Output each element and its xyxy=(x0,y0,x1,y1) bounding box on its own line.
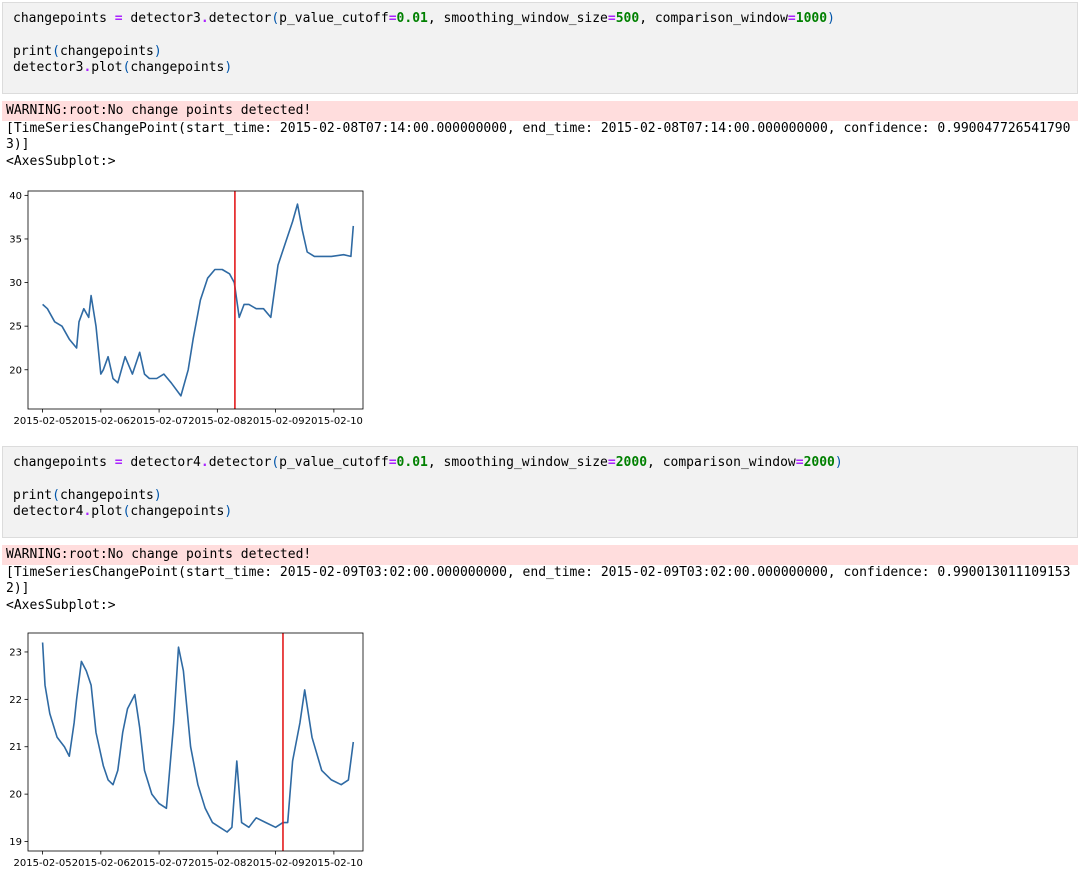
y-tick-label: 25 xyxy=(9,322,22,333)
plot-frame xyxy=(27,632,364,852)
series-line xyxy=(41,642,355,833)
code-token: changepoints xyxy=(59,487,154,503)
code-token: changepoints xyxy=(59,43,154,59)
code-token: changepoints xyxy=(13,11,107,26)
stdout-output: [TimeSeriesChangePoint(start_time: 2015-… xyxy=(6,121,1070,170)
x-tick-label: 2015-02-07 xyxy=(130,858,188,869)
code-token: . xyxy=(200,455,209,470)
code-token: changepoints xyxy=(13,455,107,470)
code-token: print xyxy=(13,487,53,503)
x-tick-label: 2015-02-07 xyxy=(130,416,188,427)
code-token: 0.01 xyxy=(396,455,428,470)
code-token: print xyxy=(13,43,53,59)
code-cell-1[interactable]: changepoints = detector3.detector(p_valu… xyxy=(2,2,1078,94)
x-tick-label: 2015-02-09 xyxy=(247,858,305,869)
x-tick-label: 2015-02-08 xyxy=(188,416,246,427)
code-token: smoothing_window_size xyxy=(443,11,608,26)
code-token: plot xyxy=(91,59,123,75)
code-token: 1000 xyxy=(795,11,828,26)
code-cell-2[interactable]: changepoints = detector4.detector(p_valu… xyxy=(2,446,1078,538)
warning-text: WARNING:root:No change points detected! xyxy=(6,103,312,118)
code-token: plot xyxy=(91,503,123,519)
output-line: <AxesSubplot:> xyxy=(6,153,116,169)
code-token: changepoints xyxy=(130,503,225,519)
plot-frame xyxy=(27,190,364,410)
code-editor[interactable]: changepoints = detector4.detector(p_valu… xyxy=(13,455,843,519)
code-token: detector3 xyxy=(13,59,84,75)
x-tick-label: 2015-02-05 xyxy=(14,416,72,427)
code-token: detector4 xyxy=(130,455,201,470)
output-line: 2)] xyxy=(6,581,30,597)
code-token: detector xyxy=(208,11,272,26)
output-line: <AxesSubplot:> xyxy=(6,597,116,613)
y-tick-label: 20 xyxy=(9,790,22,801)
code-token: smoothing_window_size xyxy=(443,455,608,470)
code-token: detector4 xyxy=(13,503,84,519)
code-token: p_value_cutoff xyxy=(279,11,389,26)
code-token: = xyxy=(114,455,123,470)
x-tick-label: 2015-02-06 xyxy=(72,416,130,427)
stdout-output: [TimeSeriesChangePoint(start_time: 2015-… xyxy=(6,565,1070,614)
y-tick-label: 30 xyxy=(9,278,22,289)
code-token: p_value_cutoff xyxy=(279,455,389,470)
code-token: detector xyxy=(208,455,272,470)
y-tick-label: 21 xyxy=(9,742,22,753)
line-chart-2: 19 20 21 22 23 2015-02-05 2015-02-06 2015-02-07… xyxy=(9,632,364,869)
line-chart-1: 20 25 30 35 40 2015-02-05 2015-02-06 2015-02-07… xyxy=(9,190,364,427)
code-token: . xyxy=(83,503,92,519)
stderr-output: WARNING:root:No change points detected! xyxy=(2,101,1078,121)
x-tick-label: 2015-02-08 xyxy=(188,858,246,869)
code-token: comparison_window xyxy=(662,455,796,470)
x-tick-label: 2015-02-10 xyxy=(305,416,363,427)
code-token: . xyxy=(200,11,209,26)
y-tick-label: 40 xyxy=(9,191,22,202)
code-editor[interactable]: changepoints = detector3.detector(p_valu… xyxy=(13,11,835,75)
x-tick-label: 2015-02-05 xyxy=(14,858,72,869)
y-tick-label: 19 xyxy=(9,837,22,848)
output-line: [TimeSeriesChangePoint(start_time: 2015-… xyxy=(6,565,1071,580)
x-tick-label: 2015-02-10 xyxy=(305,858,363,869)
output-line: [TimeSeriesChangePoint(start_time: 2015-… xyxy=(6,121,1071,136)
code-token: 2000 xyxy=(803,455,835,470)
code-token: 0.01 xyxy=(396,11,428,26)
output-line: 3)] xyxy=(6,137,30,153)
warning-text: WARNING:root:No change points detected! xyxy=(6,547,312,562)
code-token: 2000 xyxy=(615,455,648,470)
x-tick-label: 2015-02-06 xyxy=(72,858,130,869)
y-tick-label: 20 xyxy=(9,365,22,376)
x-tick-label: 2015-02-09 xyxy=(247,416,305,427)
y-tick-label: 35 xyxy=(9,234,22,245)
series-line xyxy=(42,203,355,397)
y-tick-label: 23 xyxy=(9,647,22,658)
code-token: = xyxy=(114,11,123,26)
code-token: changepoints xyxy=(130,59,225,75)
code-token: . xyxy=(83,59,92,75)
y-tick-label: 22 xyxy=(9,695,22,706)
code-token: detector3 xyxy=(130,11,201,26)
stderr-output: WARNING:root:No change points detected! xyxy=(2,545,1078,565)
code-token: 500 xyxy=(615,11,640,26)
code-token: comparison_window xyxy=(654,11,788,26)
